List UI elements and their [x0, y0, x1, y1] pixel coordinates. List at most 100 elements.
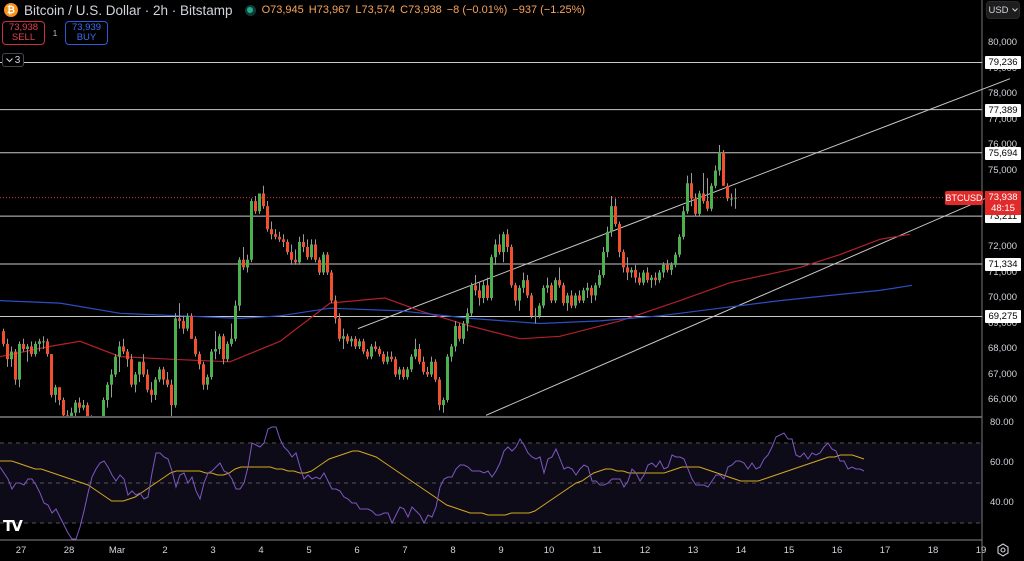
candle-down	[334, 300, 337, 319]
candles-group	[2, 145, 737, 416]
candle-down	[66, 415, 69, 416]
candle-down	[346, 336, 349, 342]
candle-down	[706, 201, 709, 209]
buy-button[interactable]: 73,939 BUY	[65, 21, 108, 45]
candle-down	[558, 280, 561, 286]
candle-down	[294, 259, 297, 263]
sell-button[interactable]: 73,938 SELL	[2, 21, 45, 45]
candle-down	[242, 259, 245, 268]
candle-down	[550, 285, 553, 301]
candle-up	[134, 374, 137, 385]
last-price-tag: 73,938 48:15	[985, 191, 1021, 215]
candle-up	[322, 254, 325, 273]
candle-down	[58, 387, 61, 400]
candle-up	[406, 369, 409, 378]
candle-down	[426, 371, 429, 375]
level-price-tag: 69,275	[985, 310, 1021, 324]
high-value: H73,967	[308, 4, 351, 16]
candle-up	[686, 183, 689, 212]
indicators-toggle-button[interactable]: 3	[2, 53, 24, 67]
candle-up	[566, 295, 569, 304]
date-tick-label: 10	[543, 545, 555, 556]
date-tick-label: 28	[63, 545, 75, 556]
candle-up	[518, 287, 521, 301]
ohlc-values: O73,945 H73,967 L73,574 C73,938 −8 (−0.0…	[262, 4, 585, 16]
candle-down	[318, 259, 321, 273]
price-tick-label: 78,000	[988, 88, 1018, 99]
date-tick-label: 14	[735, 545, 747, 556]
date-tick-label: Mar	[108, 545, 126, 556]
price-tick-label: 80,000	[988, 37, 1018, 48]
candle-up	[70, 412, 73, 416]
chart-legend-header: ₿ Bitcoin / U.S. Dollar · 2h · Bitstamp …	[0, 0, 585, 20]
candle-up	[250, 201, 253, 260]
candle-up	[310, 244, 313, 258]
candle-down	[394, 359, 397, 375]
candle-up	[370, 346, 373, 357]
date-tick-label: 2	[162, 545, 168, 556]
channel-upper-line	[357, 78, 1011, 330]
price-tick-label: 66,000	[988, 394, 1018, 405]
candle-up	[546, 285, 549, 288]
date-tick-label: 15	[783, 545, 795, 556]
candle-up	[450, 346, 453, 357]
candle-up	[386, 356, 389, 362]
candle-down	[402, 369, 405, 378]
candle-down	[722, 152, 725, 186]
candle-down	[694, 198, 697, 214]
price-tick-label: 72,000	[988, 241, 1018, 252]
candle-down	[6, 343, 9, 360]
date-tick-label: 17	[879, 545, 891, 556]
candle-up	[482, 285, 485, 298]
candle-down	[30, 346, 33, 355]
candle-down	[178, 318, 181, 321]
candle-down	[270, 229, 273, 235]
price-tick-label: 77,000	[988, 113, 1018, 125]
candle-down	[510, 247, 513, 286]
candle-down	[418, 349, 421, 362]
rsi-tick-label: 40.00	[990, 497, 1014, 508]
currency-select[interactable]: USD	[986, 1, 1020, 19]
trade-panel: 73,938 SELL 1 73,939 BUY	[2, 21, 108, 45]
date-tick-label: 18	[927, 545, 939, 556]
candle-up	[734, 197, 737, 199]
buy-label: BUY	[76, 32, 97, 43]
bar-countdown: 48:15	[991, 203, 1015, 214]
candle-down	[614, 206, 617, 225]
price-tick-label: 68,000	[988, 343, 1018, 354]
candle-down	[126, 351, 129, 360]
open-value: O73,945	[261, 4, 304, 16]
candle-down	[458, 326, 461, 339]
candle-down	[194, 338, 197, 355]
candle-up	[502, 234, 505, 253]
spread-value: 1	[52, 28, 58, 38]
candle-up	[158, 369, 161, 380]
rsi-tick-label: 80.00	[990, 417, 1014, 428]
candle-down	[578, 295, 581, 301]
tradingview-logo[interactable]: TV	[3, 517, 23, 535]
candle-down	[530, 295, 533, 316]
settings-icon[interactable]	[996, 543, 1010, 557]
candle-down	[278, 236, 281, 240]
candle-down	[222, 336, 225, 360]
chevron-down-icon	[5, 57, 13, 62]
buy-price: 73,939	[71, 22, 102, 33]
chevron-down-icon	[1011, 8, 1018, 12]
candle-down	[354, 338, 357, 347]
rsi-tick-label: 60.00	[990, 457, 1014, 468]
candle-up	[358, 341, 361, 347]
level-price-tag: 75,694	[985, 146, 1021, 160]
candle-down	[170, 384, 173, 406]
candle-down	[382, 354, 385, 362]
candle-up	[210, 351, 213, 378]
level-price-tag: 79,236	[985, 56, 1021, 70]
candle-down	[162, 369, 165, 380]
symbol-title[interactable]: Bitcoin / U.S. Dollar · 2h · Bitstamp	[24, 2, 233, 18]
candle-down	[618, 224, 621, 253]
candle-down	[690, 183, 693, 199]
candle-up	[730, 198, 733, 200]
candle-down	[202, 364, 205, 385]
candle-up	[538, 305, 541, 316]
candle-down	[190, 315, 193, 339]
